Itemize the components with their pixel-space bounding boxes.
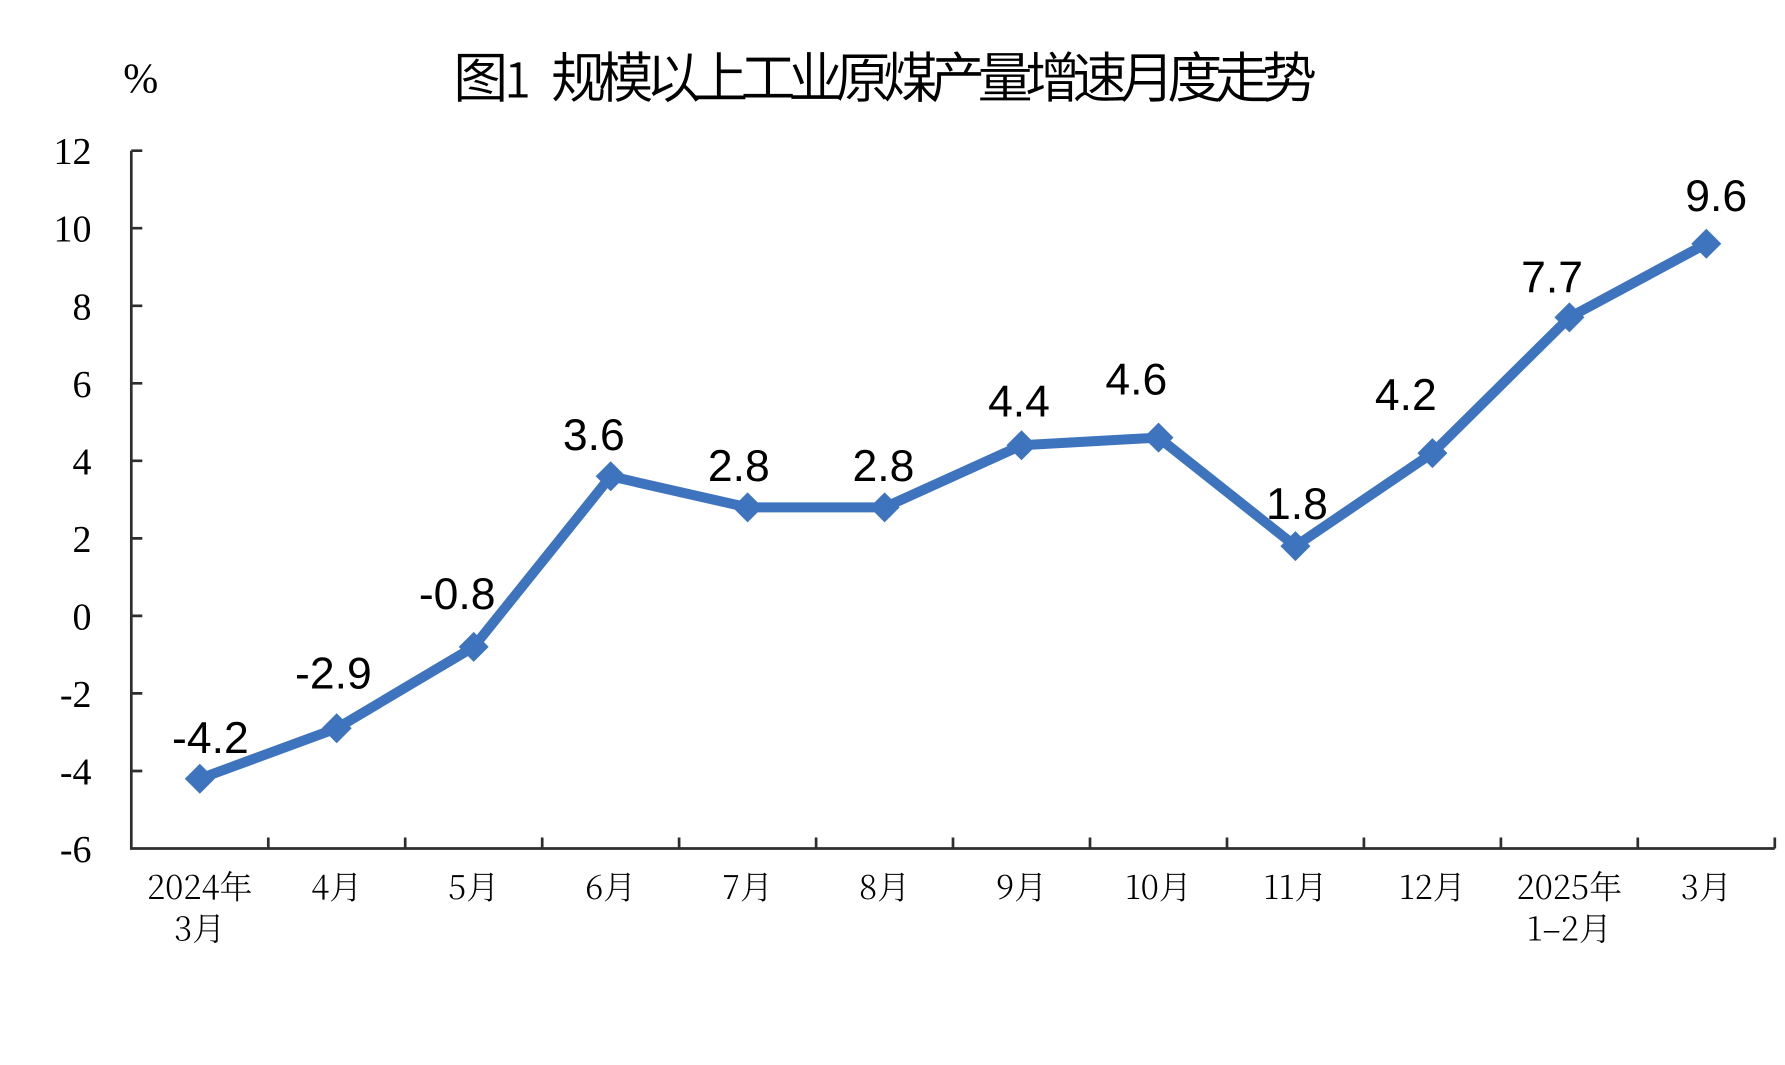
svg-text:9.6: 9.6	[1685, 172, 1747, 221]
svg-text:-2.9: -2.9	[295, 650, 372, 699]
svg-text:8: 8	[73, 286, 92, 328]
svg-text:7.7: 7.7	[1521, 253, 1583, 302]
svg-text:4.4: 4.4	[988, 377, 1050, 426]
svg-text:1.8: 1.8	[1266, 480, 1328, 529]
svg-text:6: 6	[73, 364, 92, 406]
svg-text:-4: -4	[60, 752, 92, 794]
svg-text:2.8: 2.8	[852, 442, 914, 491]
svg-text:0: 0	[73, 596, 92, 638]
svg-text:4.6: 4.6	[1105, 356, 1167, 405]
svg-text:-6: -6	[60, 829, 92, 871]
svg-text:4: 4	[73, 441, 92, 483]
svg-text:10: 10	[54, 209, 92, 251]
svg-text:%: %	[123, 57, 158, 103]
svg-text:3.6: 3.6	[563, 411, 625, 460]
svg-text:-4.2: -4.2	[172, 714, 249, 763]
svg-text:-2: -2	[60, 674, 92, 716]
svg-text:2.8: 2.8	[708, 442, 770, 491]
svg-text:-0.8: -0.8	[419, 570, 496, 619]
svg-text:12: 12	[54, 131, 92, 173]
svg-text:2: 2	[73, 519, 92, 561]
svg-text:4.2: 4.2	[1375, 371, 1437, 420]
